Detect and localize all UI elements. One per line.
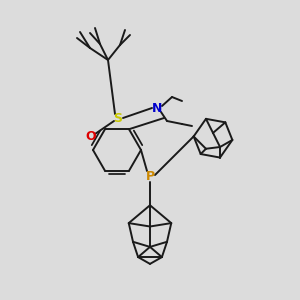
- Text: O: O: [86, 130, 96, 143]
- Text: N: N: [152, 101, 162, 115]
- Text: P: P: [146, 169, 154, 182]
- Text: S: S: [113, 112, 122, 124]
